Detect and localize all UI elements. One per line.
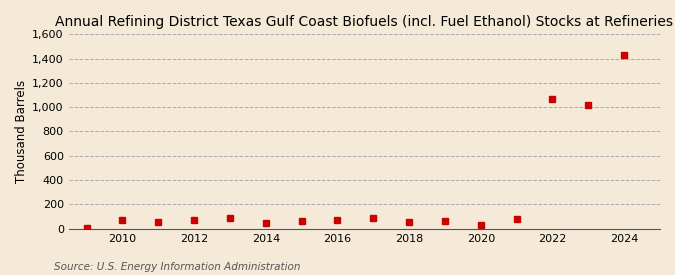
- Text: Source: U.S. Energy Information Administration: Source: U.S. Energy Information Administ…: [54, 262, 300, 272]
- Title: Annual Refining District Texas Gulf Coast Biofuels (incl. Fuel Ethanol) Stocks a: Annual Refining District Texas Gulf Coas…: [55, 15, 674, 29]
- Y-axis label: Thousand Barrels: Thousand Barrels: [15, 80, 28, 183]
